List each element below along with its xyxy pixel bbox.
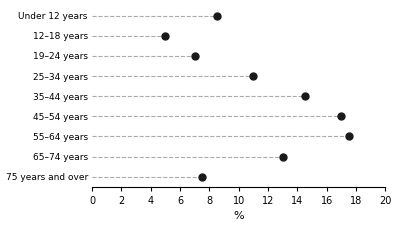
X-axis label: %: % bbox=[233, 211, 244, 222]
